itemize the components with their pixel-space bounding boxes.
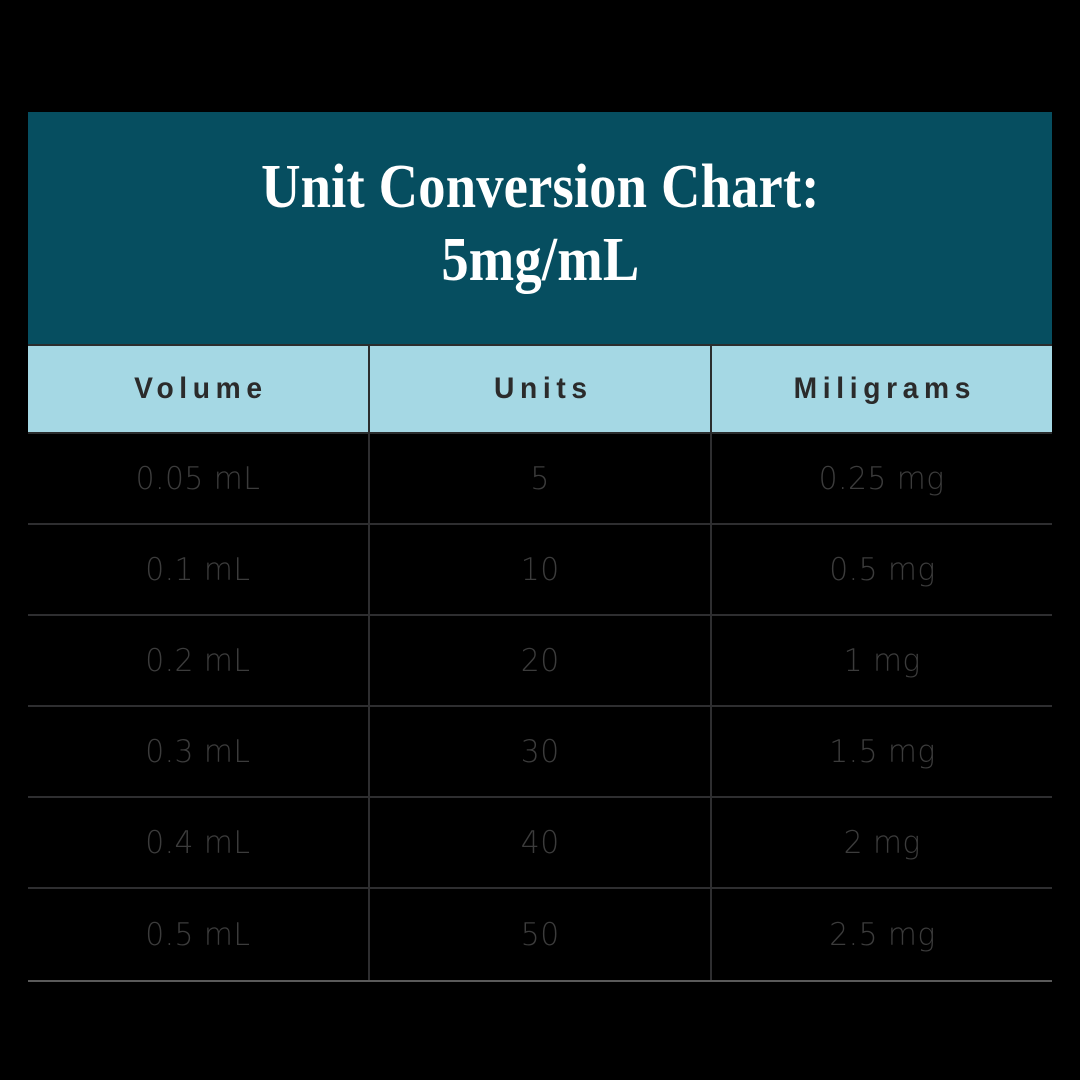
cell-value: 0.5 mg — [828, 551, 936, 588]
cell-value: 0.05 mL — [135, 460, 261, 497]
chart-title-banner: Unit Conversion Chart: 5mg/mL — [28, 112, 1052, 344]
page-title: Unit Conversion Chart: 5mg/mL — [260, 152, 820, 294]
cell-value: 10 — [520, 551, 560, 588]
cell-value: 1 mg — [843, 642, 921, 679]
table-row: 0.3 mL 30 1.5 mg — [28, 707, 1052, 798]
cell-units: 20 — [370, 616, 712, 705]
conversion-chart-card: Unit Conversion Chart: 5mg/mL Volume Uni… — [28, 112, 1052, 982]
table-row: 0.1 mL 10 0.5 mg — [28, 525, 1052, 616]
column-header-label: Miligrams — [793, 372, 977, 405]
cell-units: 40 — [370, 798, 712, 887]
cell-value: 0.2 mL — [145, 642, 251, 679]
cell-value: 50 — [520, 916, 560, 953]
cell-miligrams: 2 mg — [712, 798, 1052, 887]
table-row: 0.4 mL 40 2 mg — [28, 798, 1052, 889]
cell-volume: 0.3 mL — [28, 707, 370, 796]
column-header-volume: Volume — [28, 346, 370, 432]
cell-volume: 0.1 mL — [28, 525, 370, 614]
table-header-row: Volume Units Miligrams — [28, 344, 1052, 434]
cell-value: 0.3 mL — [145, 733, 251, 770]
cell-value: 2.5 mg — [828, 916, 936, 953]
column-header-miligrams: Miligrams — [712, 346, 1052, 432]
cell-value: 20 — [520, 642, 560, 679]
cell-value: 0.4 mL — [145, 824, 251, 861]
column-header-units: Units — [370, 346, 712, 432]
cell-value: 40 — [520, 824, 560, 861]
table-row: 0.05 mL 5 0.25 mg — [28, 434, 1052, 525]
table-row: 0.2 mL 20 1 mg — [28, 616, 1052, 707]
cell-volume: 0.05 mL — [28, 434, 370, 523]
column-header-label: Volume — [134, 372, 268, 405]
cell-value: 1.5 mg — [828, 733, 936, 770]
cell-volume: 0.2 mL — [28, 616, 370, 705]
table-row: 0.5 mL 50 2.5 mg — [28, 889, 1052, 980]
cell-value: 0.1 mL — [145, 551, 251, 588]
column-header-label: Units — [493, 372, 593, 405]
cell-volume: 0.5 mL — [28, 889, 370, 980]
table-body: 0.05 mL 5 0.25 mg 0.1 mL 10 0.5 mg — [28, 434, 1052, 982]
cell-units: 50 — [370, 889, 712, 980]
cell-value: 2 mg — [843, 824, 921, 861]
cell-value: 30 — [520, 733, 560, 770]
cell-miligrams: 0.25 mg — [712, 434, 1052, 523]
cell-miligrams: 0.5 mg — [712, 525, 1052, 614]
cell-value: 0.5 mL — [145, 916, 251, 953]
cell-units: 30 — [370, 707, 712, 796]
cell-volume: 0.4 mL — [28, 798, 370, 887]
cell-value: 0.25 mg — [819, 460, 945, 497]
cell-miligrams: 1 mg — [712, 616, 1052, 705]
cell-value: 5 — [530, 460, 550, 497]
cell-miligrams: 1.5 mg — [712, 707, 1052, 796]
cell-miligrams: 2.5 mg — [712, 889, 1052, 980]
cell-units: 10 — [370, 525, 712, 614]
cell-units: 5 — [370, 434, 712, 523]
